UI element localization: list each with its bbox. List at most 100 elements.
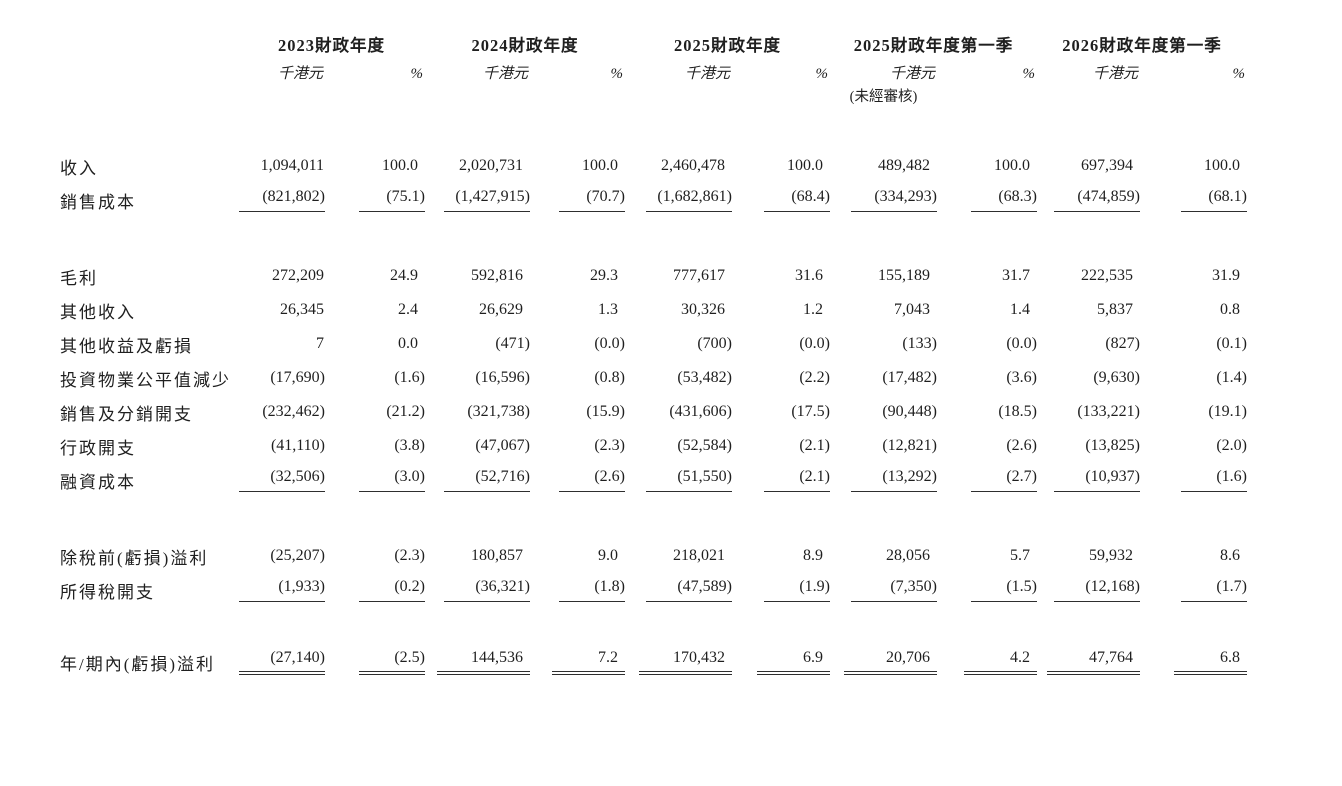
value-text: 170,432 bbox=[639, 649, 732, 675]
value-text: (1.5) bbox=[971, 578, 1037, 602]
value-text: (474,859) bbox=[1054, 188, 1140, 212]
column-group-header: 2023財政年度 bbox=[278, 36, 385, 55]
value-text: 4.2 bbox=[964, 649, 1037, 675]
value-text: (18.5) bbox=[998, 402, 1037, 420]
value-text: (0.0) bbox=[799, 334, 830, 352]
value-text: 47,764 bbox=[1047, 649, 1140, 675]
cell-value: (68.4) bbox=[732, 183, 830, 217]
cell-value: 8.9 bbox=[732, 539, 830, 573]
value-text: 100.0 bbox=[582, 156, 618, 174]
row-label: 其他收入 bbox=[60, 302, 136, 322]
value-text: (47,067) bbox=[475, 436, 530, 454]
table-row: 其他收入 26,345 2.4 26,629 1.3 30,326 1.2 7,… bbox=[60, 293, 1247, 327]
cell-value: (19.1) bbox=[1140, 395, 1247, 429]
value-text: 7 bbox=[316, 334, 324, 352]
value-text: 28,056 bbox=[886, 546, 930, 564]
subheader-percent: % bbox=[410, 66, 424, 82]
cell-value: (17,690) bbox=[238, 361, 325, 395]
value-text: 30,326 bbox=[681, 300, 725, 318]
value-text: 31.7 bbox=[1002, 266, 1030, 284]
cell-value: (36,321) bbox=[425, 573, 530, 607]
value-text: (13,292) bbox=[851, 468, 937, 492]
subheader-unit: 千港元 bbox=[1092, 66, 1138, 82]
value-text: 24.9 bbox=[390, 266, 418, 284]
value-text: 100.0 bbox=[994, 156, 1030, 174]
cell-value: 2.4 bbox=[325, 293, 425, 327]
cell-value: (232,462) bbox=[238, 395, 325, 429]
value-text: 489,482 bbox=[878, 156, 930, 174]
value-text: (1,682,861) bbox=[646, 188, 732, 212]
value-text: 7,043 bbox=[894, 300, 930, 318]
value-text: (133,221) bbox=[1077, 402, 1140, 420]
value-text: 5,837 bbox=[1097, 300, 1133, 318]
value-text: (827) bbox=[1105, 334, 1140, 352]
cell-value: 30,326 bbox=[625, 293, 732, 327]
row-label: 收入 bbox=[60, 158, 98, 178]
subheader-unit: 千港元 bbox=[482, 66, 528, 82]
cell-value: (21.2) bbox=[325, 395, 425, 429]
cell-value: (334,293) bbox=[830, 183, 937, 217]
table-row: 行政開支 (41,110) (3.8) (47,067) (2.3) (52,5… bbox=[60, 429, 1247, 463]
cell-value: 489,482 bbox=[830, 149, 937, 183]
cell-value: (2.6) bbox=[530, 463, 625, 497]
row-label: 行政開支 bbox=[60, 438, 136, 458]
value-text: (9,630) bbox=[1093, 368, 1140, 386]
cell-value: 170,432 bbox=[625, 645, 732, 679]
cell-value: 0.8 bbox=[1140, 293, 1247, 327]
value-text: 100.0 bbox=[1204, 156, 1240, 174]
cell-value: (1.6) bbox=[1140, 463, 1247, 497]
column-group-header: 2025財政年度第一季 bbox=[853, 36, 1014, 55]
value-text: (1,933) bbox=[239, 578, 325, 602]
value-text: (17,482) bbox=[882, 368, 937, 386]
cell-value: 1.2 bbox=[732, 293, 830, 327]
value-text: (10,937) bbox=[1054, 468, 1140, 492]
cell-value: (2.5) bbox=[325, 645, 425, 679]
value-text: (0.2) bbox=[359, 578, 425, 602]
value-text: (68.4) bbox=[764, 188, 830, 212]
value-text: (1.6) bbox=[1181, 468, 1247, 492]
column-group-header: 2026財政年度第一季 bbox=[1062, 36, 1222, 55]
value-text: 29.3 bbox=[590, 266, 618, 284]
table-row: 毛利 272,209 24.9 592,816 29.3 777,617 31.… bbox=[60, 259, 1247, 293]
cell-value: 9.0 bbox=[530, 539, 625, 573]
value-text: (0.8) bbox=[594, 368, 625, 386]
cell-value: (68.1) bbox=[1140, 183, 1247, 217]
cell-value: 7,043 bbox=[830, 293, 937, 327]
value-text: 6.9 bbox=[757, 649, 830, 675]
value-text: 2.4 bbox=[398, 300, 418, 318]
value-text: 180,857 bbox=[471, 546, 523, 564]
value-text: (41,110) bbox=[270, 436, 325, 454]
cell-value: (90,448) bbox=[830, 395, 937, 429]
value-text: 592,816 bbox=[471, 266, 523, 284]
subheader-unit: 千港元 bbox=[889, 66, 935, 82]
value-text: (2.5) bbox=[359, 649, 425, 675]
cell-value: (1,933) bbox=[238, 573, 325, 607]
cell-value: (13,825) bbox=[1037, 429, 1140, 463]
value-text: (1.4) bbox=[1216, 368, 1247, 386]
value-text: 26,345 bbox=[280, 300, 324, 318]
cell-value: 155,189 bbox=[830, 259, 937, 293]
value-text: (821,802) bbox=[239, 188, 325, 212]
corner-cell bbox=[60, 56, 238, 85]
value-text: (17.5) bbox=[791, 402, 830, 420]
value-text: (75.1) bbox=[359, 188, 425, 212]
value-text: 0.8 bbox=[1220, 300, 1240, 318]
financial-summary-table: 2023財政年度 2024財政年度 2025財政年度 2025財政年度第一季 2… bbox=[60, 24, 1247, 679]
table-row: 融資成本 (32,506) (3.0) (52,716) (2.6) (51,5… bbox=[60, 463, 1247, 497]
value-text: (36,321) bbox=[444, 578, 530, 602]
cell-value: 26,629 bbox=[425, 293, 530, 327]
spacer-row bbox=[60, 607, 1247, 645]
cell-value: 180,857 bbox=[425, 539, 530, 573]
value-text: (1.9) bbox=[764, 578, 830, 602]
value-text: (51,550) bbox=[646, 468, 732, 492]
empty-cell bbox=[530, 85, 625, 109]
cell-value: 218,021 bbox=[625, 539, 732, 573]
cell-value: 100.0 bbox=[937, 149, 1037, 183]
cell-value: (821,802) bbox=[238, 183, 325, 217]
value-text: 59,932 bbox=[1089, 546, 1133, 564]
value-text: (232,462) bbox=[262, 402, 325, 420]
cell-value: (18.5) bbox=[937, 395, 1037, 429]
cell-value: (431,606) bbox=[625, 395, 732, 429]
document-page: 2023財政年度 2024財政年度 2025財政年度 2025財政年度第一季 2… bbox=[60, 24, 1247, 679]
value-text: (32,506) bbox=[239, 468, 325, 492]
